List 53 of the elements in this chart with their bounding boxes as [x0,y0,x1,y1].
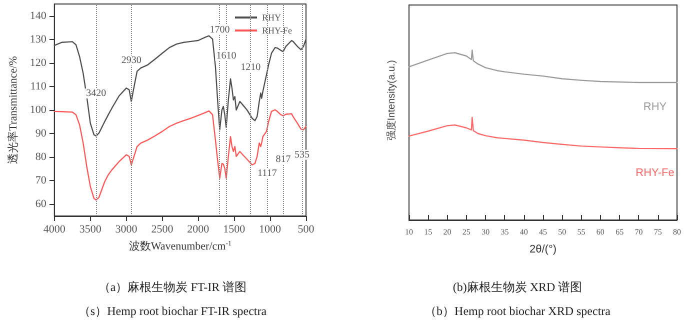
annotation: 1117 [258,168,277,180]
x-tick-label: 25 [462,228,470,236]
x-tick-label: 45 [539,228,547,236]
annotation: 3420 [86,88,106,100]
x-tick-label: 4000 [43,224,66,236]
y-tick-label: 130 [30,33,47,46]
y-tick-label: 90 [35,128,47,140]
x-tick-label: 40 [520,228,528,236]
annotation: 1700 [210,24,230,36]
y-axis-title: 强度Intensity(a.u.) [386,60,398,141]
x-tick-label: 80 [673,228,681,236]
x-tick-label: 3000 [115,224,138,236]
annotation: 535 [294,149,310,160]
x-tick-label: 500 [298,224,315,236]
annotation: 2930 [121,55,142,66]
x-tick-label: 70 [634,228,643,236]
series-label: RHY-Fe [636,167,674,180]
x-tick-label: 55 [577,228,586,236]
line-series [54,35,307,137]
annotation: 817 [276,154,291,165]
x-axis-title: 2θ/(°) [529,244,557,256]
text: （s）Hemp root biochar FT-IR spectra [78,304,268,318]
x-tick-label: 2000 [187,224,210,236]
y-tick-label: 80 [35,151,47,164]
x-tick-label: 20 [443,228,452,236]
x-tick-label: 3500 [79,224,102,236]
text: （a）麻根生物炭 FT-IR 谱图 [98,280,247,294]
text: (b)麻根生物炭 XRD 谱图 [452,280,582,294]
y-tick-label: 100 [30,104,47,116]
x-tick-label: 10 [405,228,413,236]
x-tick-label: 2500 [151,224,174,236]
y-tick-label: 140 [30,10,47,22]
y-tick-label: 120 [30,56,47,69]
text: （b）Hemp root biochar XRD spectra [424,304,612,318]
x-tick-label: 35 [500,228,509,236]
series-label: RHY [643,101,668,113]
line-series [54,109,307,201]
legend-label: RHY [262,12,282,22]
y-tick-label: 60 [35,198,47,210]
legend-label: RHY-Fe [262,26,292,36]
y-tick-label: 110 [30,80,47,92]
x-tick-label: 1500 [223,224,246,236]
x-tick-label: 60 [596,228,604,236]
x-tick-label: 15 [424,228,432,236]
y-tick-label: 70 [35,174,47,187]
annotation: 1210 [240,62,261,74]
x-tick-label: 75 [654,228,662,236]
x-tick-label: 50 [558,228,566,236]
y-axis-title: 透光率Transmittance/% [6,56,20,164]
x-tick-label: 30 [482,228,490,236]
x-tick-label: 65 [616,228,624,236]
x-tick-label: 1000 [259,224,282,236]
annotation: 1610 [216,50,236,62]
